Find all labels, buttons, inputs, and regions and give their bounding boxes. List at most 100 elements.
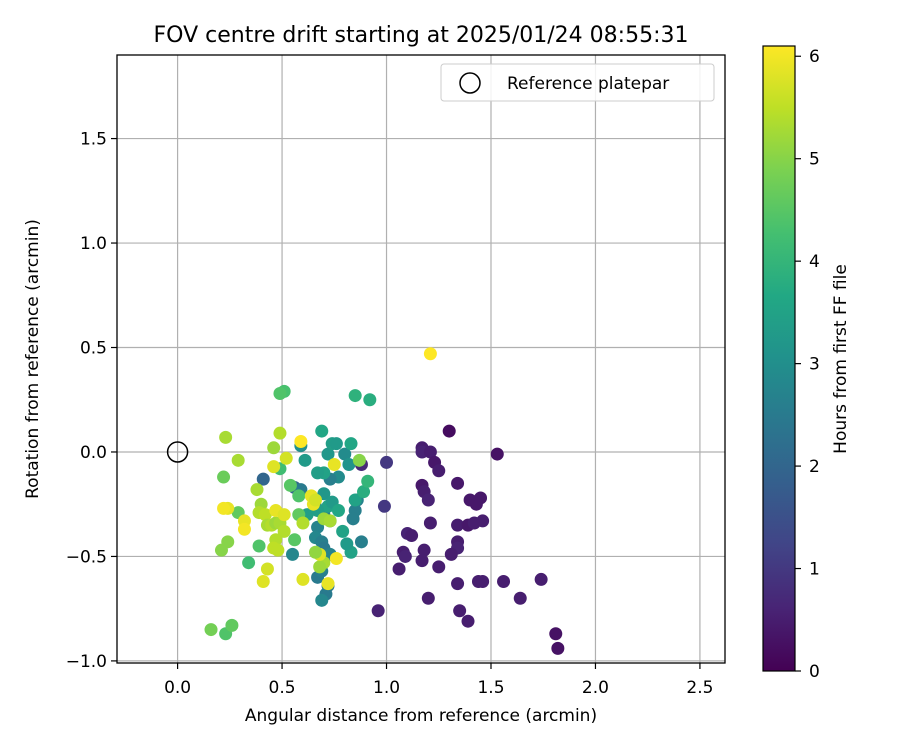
x-tick-label: 1.5 <box>477 678 504 698</box>
scatter-point <box>256 575 270 589</box>
scatter-point <box>277 508 291 522</box>
scatter-point <box>340 537 354 551</box>
scatter-point <box>451 518 465 532</box>
colorbar-tick-label: 5 <box>809 150 820 170</box>
scatter-point <box>329 552 343 566</box>
scatter-point <box>513 591 527 605</box>
scatter-point <box>313 560 327 574</box>
scatter-point <box>273 386 287 400</box>
x-tick-label: 1.0 <box>373 678 400 698</box>
scatter-point <box>398 549 412 563</box>
y-tick-label: −1.0 <box>66 652 107 672</box>
scatter-point <box>252 539 266 553</box>
scatter-point <box>451 476 465 490</box>
scatter-point <box>277 524 291 538</box>
x-axis-label: Angular distance from reference (arcmin) <box>245 706 597 726</box>
data-points <box>204 347 565 655</box>
scatter-point <box>417 543 431 557</box>
colorbar-gradient <box>762 45 796 672</box>
scatter-point <box>421 591 435 605</box>
scatter-point <box>286 547 300 561</box>
y-axis-ticks: −1.0 −0.5 0.0 0.5 1.0 1.5 <box>66 130 117 672</box>
scatter-point <box>442 424 456 438</box>
x-tick-label: 0.0 <box>164 678 191 698</box>
scatter-point <box>363 393 377 407</box>
scatter-point <box>279 451 293 465</box>
scatter-point <box>296 572 310 586</box>
scatter-point <box>327 458 341 472</box>
scatter-point <box>534 572 548 586</box>
colorbar-tick-label: 3 <box>809 355 820 375</box>
scatter-point <box>329 437 343 451</box>
scatter-point <box>392 562 406 576</box>
scatter-point <box>432 560 446 574</box>
scatter-point <box>308 545 322 559</box>
scatter-point <box>348 389 362 403</box>
colorbar-ticks: 0 1 2 3 4 5 6 <box>795 47 820 682</box>
scatter-point <box>217 501 231 515</box>
scatter-point <box>357 485 371 499</box>
legend: Reference platepar <box>440 63 715 102</box>
scatter-point <box>490 447 504 461</box>
scatter-point <box>260 562 274 576</box>
scatter-point <box>377 499 391 513</box>
scatter-point <box>267 441 281 455</box>
legend-marker <box>459 72 481 94</box>
scatter-point <box>237 522 251 536</box>
scatter-point <box>361 474 375 488</box>
scatter-point <box>551 641 565 655</box>
y-tick-label: 0.5 <box>80 339 107 359</box>
scatter-point <box>336 524 350 538</box>
scatter-point <box>331 503 345 517</box>
scatter-point <box>451 577 465 591</box>
scatter-point <box>342 458 356 472</box>
scatter-point <box>217 470 231 484</box>
colorbar-tick-label: 4 <box>809 252 820 272</box>
scatter-point <box>271 543 285 557</box>
x-axis-ticks: 0.0 0.5 1.0 1.5 2.0 2.5 <box>164 663 713 698</box>
scatter-point <box>549 627 563 641</box>
scatter-point <box>380 455 394 469</box>
scatter-point <box>444 547 458 561</box>
scatter-point <box>283 478 297 492</box>
scatter-point <box>415 554 429 568</box>
scatter-point <box>497 575 511 589</box>
scatter-point <box>405 529 419 543</box>
scatter-point <box>308 493 322 507</box>
scatter-point <box>292 489 306 503</box>
scatter-point <box>338 447 352 461</box>
scatter-point <box>423 347 437 361</box>
x-tick-label: 2.0 <box>582 678 609 698</box>
scatter-point <box>267 460 281 474</box>
scatter-point <box>296 516 310 530</box>
y-tick-label: 1.5 <box>80 130 107 150</box>
scatter-point <box>476 514 490 528</box>
scatter-point <box>371 604 385 618</box>
y-tick-label: 0.0 <box>80 443 107 463</box>
scatter-point <box>323 514 337 528</box>
chart-title: FOV centre drift starting at 2025/01/24 … <box>154 23 689 48</box>
scatter-point <box>346 512 360 526</box>
colorbar-tick-label: 1 <box>809 560 820 580</box>
colorbar-tick-label: 0 <box>809 662 820 682</box>
scatter-point <box>423 516 437 530</box>
reference-marker <box>166 441 189 463</box>
scatter-point <box>321 447 335 461</box>
scatter-point <box>348 493 362 507</box>
y-axis-label: Rotation from reference (arcmin) <box>23 219 43 499</box>
grid-lines <box>117 55 725 663</box>
scatter-point <box>354 535 368 549</box>
scatter-point <box>474 491 488 505</box>
scatter-point <box>225 618 239 632</box>
y-tick-label: 1.0 <box>80 234 107 254</box>
legend-label: Reference platepar <box>507 74 669 94</box>
scatter-point <box>344 437 358 451</box>
scatter-point <box>432 464 446 478</box>
x-tick-label: 0.5 <box>269 678 296 698</box>
scatter-point <box>321 577 335 591</box>
scatter-point <box>315 593 329 607</box>
scatter-point <box>311 466 325 480</box>
reference-point <box>166 441 189 463</box>
scatter-point <box>423 445 437 459</box>
